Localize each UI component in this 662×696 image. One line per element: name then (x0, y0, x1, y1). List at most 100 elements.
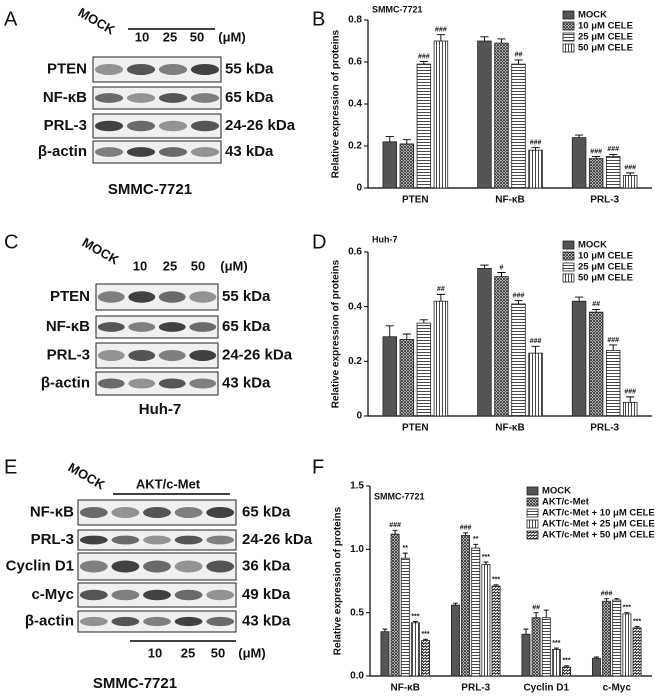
band (111, 560, 140, 573)
bar (450, 604, 460, 677)
blot-strip (95, 371, 219, 396)
band (94, 120, 124, 132)
error-bar (575, 296, 584, 302)
significance: ### (435, 27, 447, 34)
band (143, 507, 171, 518)
band (126, 64, 156, 75)
error-bar (497, 272, 506, 277)
significance: ## (532, 605, 540, 612)
x-tick-label: PRL-3 (590, 423, 619, 434)
protein-size: 24-26 kDa (225, 117, 296, 134)
legend-swatch (526, 497, 539, 507)
cell-line: Huh-7 (139, 401, 182, 418)
bar (477, 40, 492, 189)
bar (416, 322, 432, 417)
legend-swatch (526, 486, 539, 496)
y-axis-label: Relative expression of proteins (333, 506, 344, 655)
significance: ### (607, 337, 619, 344)
error-bar (419, 61, 428, 65)
cell-line: SMMC-7721 (93, 675, 177, 692)
significance: *** (421, 631, 429, 638)
band (143, 616, 171, 627)
y-tick-label: 0.4 (348, 301, 362, 312)
y-tick-label: 0.6 (348, 247, 362, 258)
bar (416, 63, 432, 189)
legend-label: 25 μM CELE (578, 262, 633, 273)
band (143, 560, 171, 573)
blot-strip (92, 140, 222, 164)
band (206, 560, 235, 573)
bar (602, 600, 612, 677)
legend-swatch (526, 508, 539, 518)
bar (588, 311, 604, 417)
bar (433, 300, 449, 417)
band (189, 291, 217, 303)
band (174, 589, 203, 601)
protein-size: 36 kDa (242, 557, 291, 574)
significance: ### (389, 522, 401, 529)
legend-label: 50 μM CELE (578, 43, 633, 54)
bar (511, 63, 526, 189)
error-bar (423, 638, 428, 641)
y-tick-label: 0.0 (350, 671, 364, 682)
protein-name: PTEN (47, 60, 87, 77)
bar (494, 276, 509, 417)
bar (511, 303, 526, 417)
legend-swatch (562, 43, 575, 53)
protein-size: 55 kDa (225, 60, 274, 77)
cell-line: SMMC-7721 (108, 181, 192, 198)
y-tick-label: 0.4 (348, 99, 362, 110)
band (111, 589, 140, 601)
blot-strip (95, 315, 219, 339)
bar (588, 158, 604, 189)
bar (494, 42, 509, 189)
concentration: 10 (133, 258, 147, 273)
panel-label: A (4, 8, 18, 30)
significance: ## (592, 301, 600, 308)
bar (528, 149, 543, 189)
bar (591, 657, 601, 677)
band (97, 350, 125, 361)
bar (481, 564, 491, 677)
legend-swatch (562, 32, 575, 42)
mock-label: MOCK (66, 460, 108, 493)
band (94, 147, 124, 157)
band (128, 378, 156, 389)
x-tick-label: PTEN (402, 423, 429, 434)
bar (562, 666, 572, 677)
error-bar (480, 36, 489, 41)
y-tick-label: 0.2 (348, 141, 362, 152)
band (128, 350, 156, 361)
error-bar (543, 609, 549, 618)
protein-size: 49 kDa (242, 586, 291, 603)
band (174, 560, 203, 573)
significance: ### (624, 389, 636, 396)
panel-label: D (312, 231, 326, 253)
error-bar (480, 264, 489, 269)
group-label: AKT/c-Met (136, 476, 201, 491)
error-bar (402, 552, 408, 559)
significance: *** (492, 577, 500, 584)
bar (421, 640, 431, 677)
error-bar (531, 345, 540, 354)
bar (623, 401, 638, 417)
error-bar (604, 598, 610, 602)
band (143, 589, 171, 601)
significance: ### (590, 148, 602, 155)
bar (605, 349, 621, 417)
panel-label: B (312, 8, 325, 30)
legend-label: 50 μM CELE (578, 273, 633, 284)
bar (551, 649, 561, 677)
error-bar (493, 584, 499, 587)
y-tick-label: 0.2 (348, 356, 362, 367)
protein-name: NF-κB (46, 318, 90, 335)
error-bar (419, 319, 428, 324)
band (94, 93, 124, 103)
error-bar (463, 532, 469, 536)
band (190, 120, 220, 132)
band (158, 350, 186, 361)
legend-swatch (562, 240, 575, 250)
band (158, 120, 188, 132)
band (206, 507, 235, 518)
